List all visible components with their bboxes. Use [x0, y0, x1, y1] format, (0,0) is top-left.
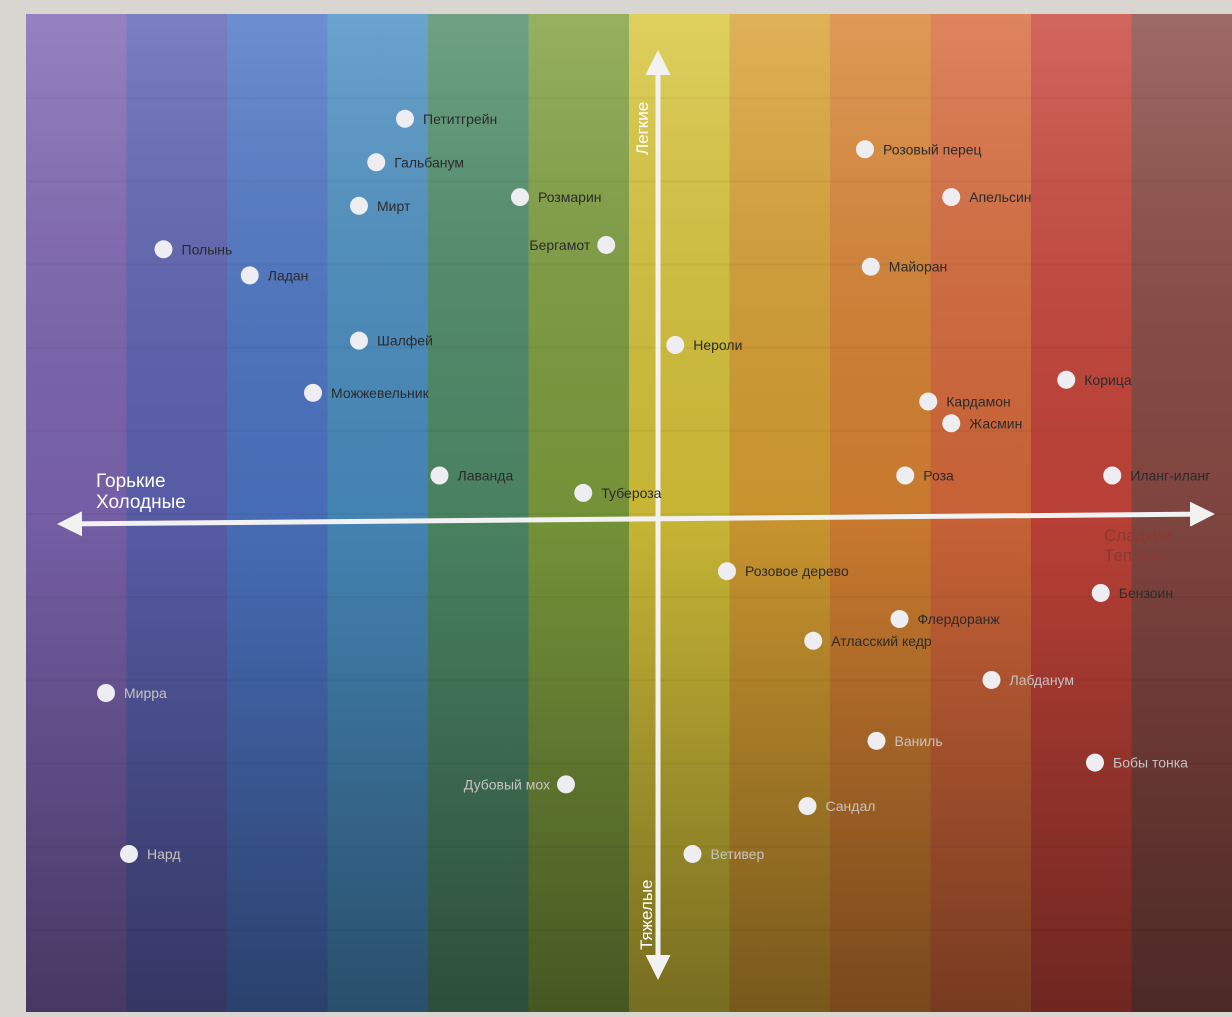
- y-axis-top-label: Легкие: [633, 102, 652, 155]
- point-label: Ваниль: [895, 733, 943, 749]
- point-label: Флердоранж: [918, 611, 1001, 627]
- scatter-point: [155, 240, 173, 258]
- point-label: Майоран: [889, 259, 948, 275]
- point-label: Кардамон: [946, 394, 1011, 410]
- x-axis-right-label-line2: Теплые: [1104, 546, 1164, 565]
- row-tint-line: [26, 846, 1232, 848]
- scatter-point: [868, 732, 886, 750]
- point-label: Нероли: [693, 337, 742, 353]
- row-tint-line: [26, 596, 1232, 598]
- point-label: Лабданум: [1010, 672, 1075, 688]
- point-label: Атласский кедр: [831, 633, 932, 649]
- point-label: Ветивер: [711, 846, 765, 862]
- point-label: Корица: [1084, 372, 1132, 388]
- point-label: Розовый перец: [883, 141, 982, 157]
- scatter-point: [1086, 754, 1104, 772]
- scatter-point: [557, 775, 575, 793]
- scatter-point: [718, 562, 736, 580]
- point-label: Ладан: [268, 267, 309, 283]
- point-label: Бергамот: [529, 237, 590, 253]
- x-axis-left-label-line2: Холодные: [96, 492, 186, 513]
- point-label: Нард: [147, 846, 181, 862]
- point-label: Жасмин: [969, 415, 1022, 431]
- scatter-point: [1103, 467, 1121, 485]
- scatter-point: [350, 197, 368, 215]
- scatter-point: [597, 236, 615, 254]
- scatter-point: [120, 845, 138, 863]
- scatter-point: [896, 467, 914, 485]
- point-label: Иланг-иланг: [1130, 468, 1210, 484]
- point-label: Полынь: [182, 241, 233, 257]
- point-label: Мирра: [124, 685, 167, 701]
- point-label: Мирт: [377, 198, 411, 214]
- point-label: Розовое дерево: [745, 563, 849, 579]
- scatter-point: [919, 393, 937, 411]
- point-label: Шалфей: [377, 333, 433, 349]
- point-label: Гальбанум: [394, 154, 464, 170]
- point-label: Тубероза: [601, 485, 661, 501]
- scatter-point: [862, 258, 880, 276]
- scatter-point: [97, 684, 115, 702]
- scatter-point: [804, 632, 822, 650]
- scatter-point: [983, 671, 1001, 689]
- point-label: Бобы тонка: [1113, 755, 1188, 771]
- point-label: Апельсин: [969, 189, 1031, 205]
- scatter-point: [942, 414, 960, 432]
- scatter-point: [574, 484, 592, 502]
- scatter-point: [304, 384, 322, 402]
- scatter-point: [241, 266, 259, 284]
- point-label: Розмарин: [538, 189, 602, 205]
- scatter-point: [367, 153, 385, 171]
- row-tint-line: [26, 430, 1232, 432]
- point-label: Петитгрейн: [423, 111, 497, 127]
- scatter-point: [1057, 371, 1075, 389]
- row-tint-line: [26, 264, 1232, 266]
- row-tint-line: [26, 180, 1232, 182]
- scatter-point: [891, 610, 909, 628]
- y-axis-bottom-label: Тяжелые: [637, 880, 656, 951]
- point-label: Дубовый мох: [464, 776, 550, 792]
- scatter-point: [511, 188, 529, 206]
- scatter-point: [799, 797, 817, 815]
- scatter-point: [350, 332, 368, 350]
- scatter-point: [856, 140, 874, 158]
- scatter-point: [396, 110, 414, 128]
- scatter-point: [942, 188, 960, 206]
- row-tint-line: [26, 347, 1232, 349]
- point-label: Сандал: [826, 798, 876, 814]
- scatter-point: [1092, 584, 1110, 602]
- scatter-point: [684, 845, 702, 863]
- row-tint-line: [26, 929, 1232, 931]
- point-label: Роза: [923, 468, 954, 484]
- x-axis-left-label-line1: Горькие: [96, 471, 166, 492]
- row-tint-line: [26, 97, 1232, 99]
- point-label: Можжевельник: [331, 385, 430, 401]
- row-tint-line: [26, 763, 1232, 765]
- point-label: Бензоин: [1119, 585, 1173, 601]
- scatter-point: [431, 467, 449, 485]
- x-axis-right-label-line1: Сладкие: [1104, 526, 1172, 545]
- point-label: Лаванда: [458, 468, 514, 484]
- scatter-point: [666, 336, 684, 354]
